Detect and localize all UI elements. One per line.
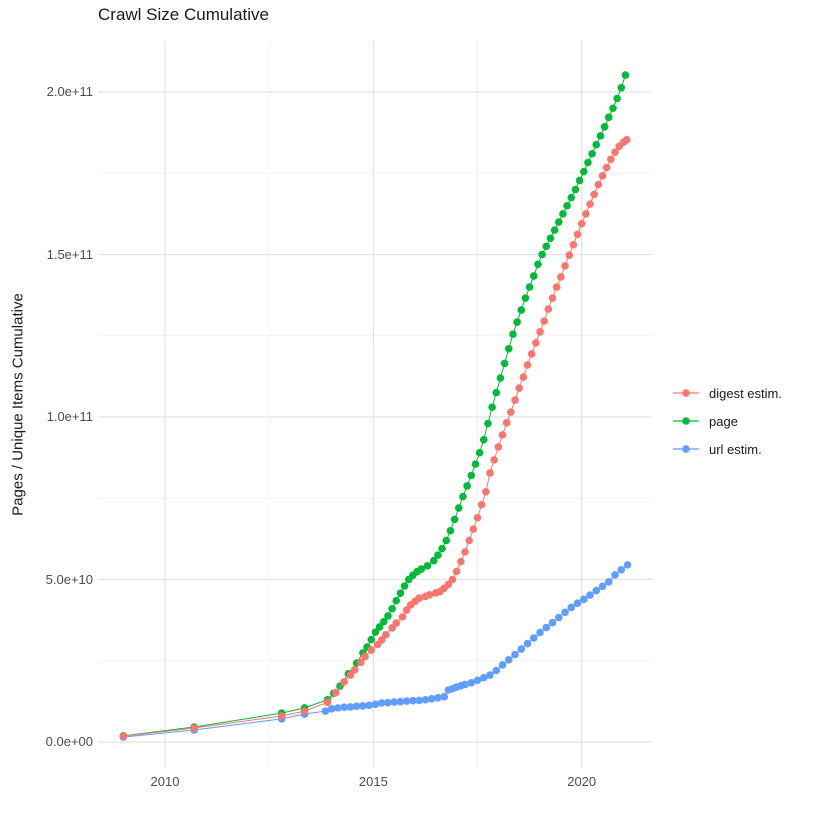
y-tick-label: 0.0e+00	[45, 734, 93, 749]
y-tick-label: 1.0e+11	[46, 409, 93, 424]
legend-item-page: page	[672, 407, 782, 435]
legend: digest estim. page url estim.	[672, 379, 782, 463]
legend-label-url-estim: url estim.	[709, 441, 762, 457]
legend-label-page: page	[709, 413, 738, 429]
chart-title: Crawl Size Cumulative	[98, 5, 269, 24]
y-tick-label: 1.5e+11	[46, 246, 93, 262]
legend-key-digest-estim-icon	[673, 389, 699, 397]
legend-key-page-icon	[673, 417, 699, 425]
y-axis-title: Pages / Unique Items Cumulative	[9, 293, 27, 516]
legend-item-url-estim: url estim.	[672, 435, 782, 463]
legend-key-url-estim-icon	[673, 445, 699, 453]
x-tick-label: 2015	[358, 774, 388, 789]
legend-label-digest-estim: digest estim.	[709, 385, 782, 401]
y-tick-label: 2.0e+11	[46, 84, 93, 99]
legend-item-digest-estim: digest estim.	[672, 379, 782, 407]
x-tick-label: 2020	[567, 774, 597, 789]
x-tick-label: 2010	[150, 774, 180, 789]
y-tick-label: 5.0e+10	[45, 571, 93, 587]
